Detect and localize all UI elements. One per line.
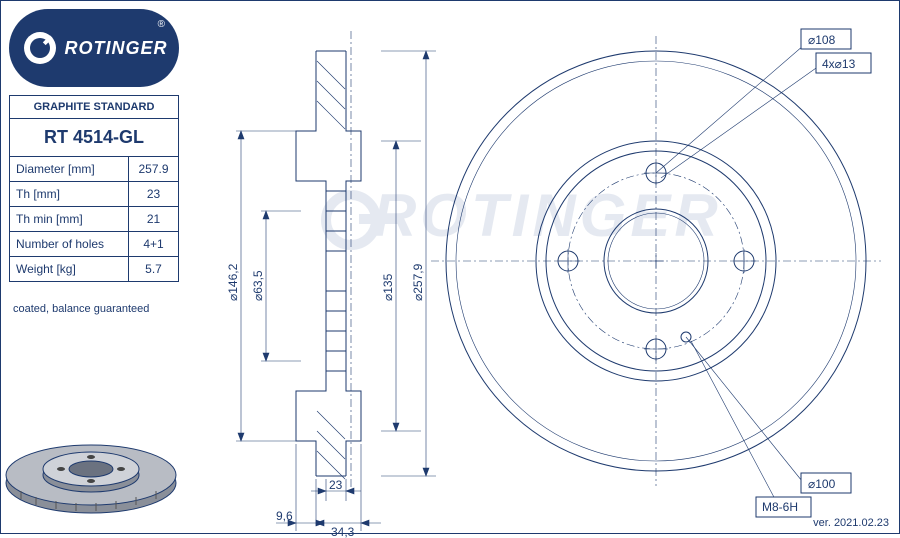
spec-value: 21 [129,207,179,232]
spec-table: GRAPHITE STANDARD RT 4514-GL Diameter [m… [9,95,179,282]
brand-logo: ROTINGER ® [9,9,179,87]
spec-label: Number of holes [10,232,129,257]
callout-thread: M8-6H [762,500,798,514]
spec-value: 4+1 [129,232,179,257]
spec-label: Weight [kg] [10,257,129,282]
spec-label: Th min [mm] [10,207,129,232]
part-number: RT 4514-GL [10,119,179,157]
brand-name: ROTINGER [64,38,167,59]
dim-w343: 34,3 [331,525,355,538]
spec-value: 257.9 [129,157,179,182]
dim-d135: ⌀135 [381,273,395,301]
spec-label: Th [mm] [10,182,129,207]
registered-mark: ® [158,19,165,30]
dim-w96: 9,6 [276,509,293,523]
dim-d63: ⌀63,5 [251,270,265,301]
callout-d100: ⌀100 [808,477,836,491]
coating-note: coated, balance guaranteed [13,303,149,315]
callout-d108: ⌀108 [808,33,836,47]
side-section-view: ⌀146,2 ⌀63,5 ⌀135 ⌀257,9 23 9,6 34,3 [221,31,451,491]
spec-label: Diameter [mm] [10,157,129,182]
dim-d146: ⌀146,2 [226,263,240,301]
spec-value: 5.7 [129,257,179,282]
front-view: ⌀108 4x⌀13 ⌀100 M8-6H [456,11,896,511]
dim-w23: 23 [329,478,343,492]
callout-holes: 4x⌀13 [822,57,856,71]
spec-value: 23 [129,182,179,207]
dim-d257: ⌀257,9 [411,263,425,301]
version-label: ver. 2021.02.23 [813,517,889,529]
product-line: GRAPHITE STANDARD [10,96,179,119]
disc-3d-illustration [1,413,181,533]
